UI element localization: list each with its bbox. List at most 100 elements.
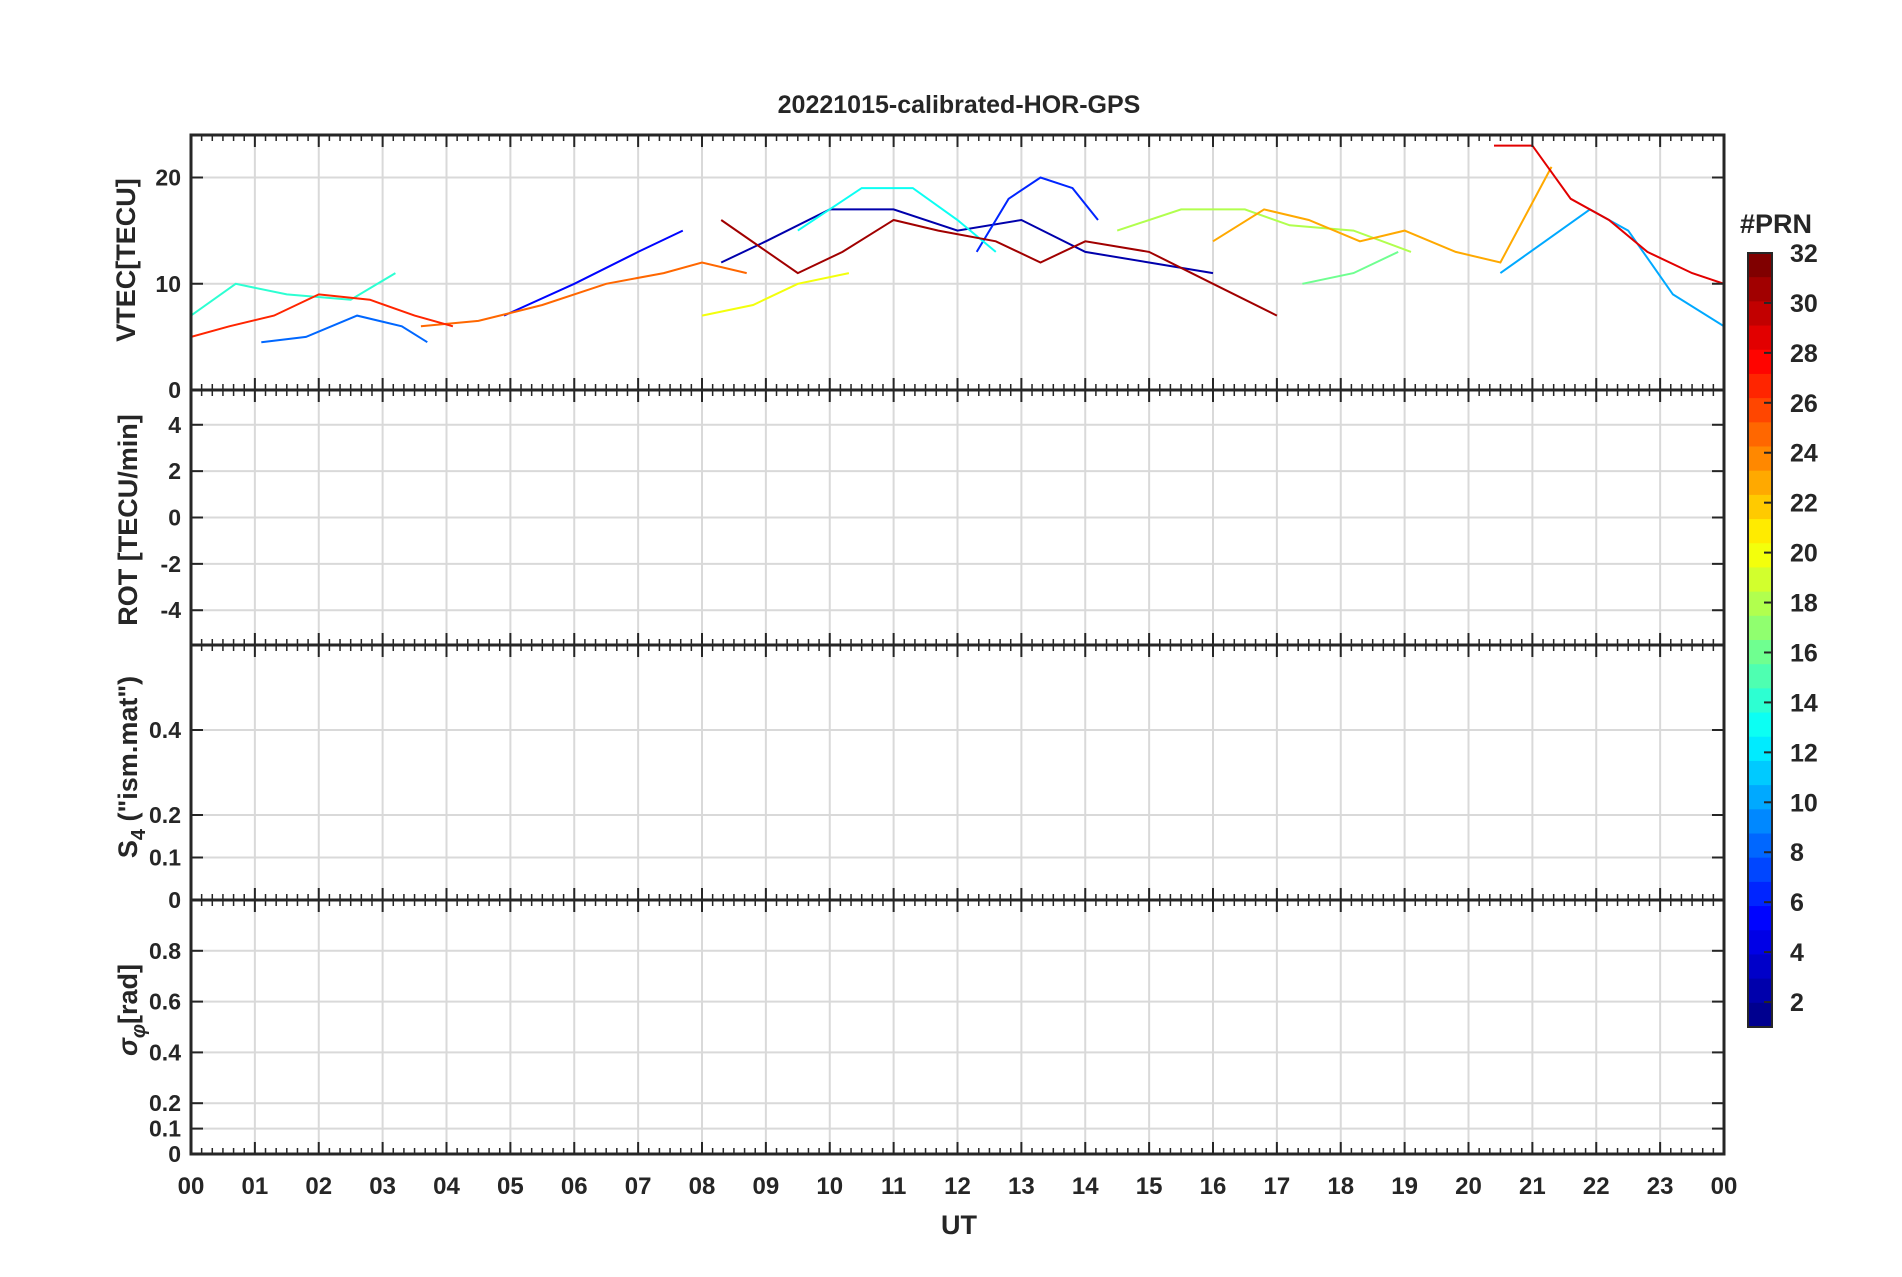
sigma-ylabel-rest: [rad] (113, 964, 143, 1024)
colorbar-segment (1748, 253, 1772, 278)
sigma-ylabel-sub: φ (128, 1024, 150, 1038)
vtec-ylabel: VTEC[TECU] (111, 178, 141, 342)
x-tick-label: 00 (178, 1173, 205, 1200)
series-line-prn-20 (701, 272, 850, 317)
colorbar-tick-label: 32 (1790, 240, 1818, 268)
colorbar-segment (1748, 785, 1772, 810)
s4-ylabel-sub: 4 (128, 828, 150, 840)
x-axis-label: UT (941, 1210, 977, 1240)
vtec-ytick-label: 0 (168, 377, 181, 403)
colorbar-segment (1748, 736, 1772, 762)
x-tick-label: 17 (1264, 1173, 1291, 1200)
rot-ylabel: ROT [TECU/min] (113, 414, 143, 625)
s4-ytick-label: 0.2 (149, 802, 181, 828)
sigma-ytick-label: 0.2 (149, 1090, 181, 1116)
series-line-prn-14 (191, 272, 396, 317)
sigma-ylabel-main: σ (113, 1037, 143, 1056)
x-tick-label: 02 (305, 1173, 332, 1200)
x-tick-label: 23 (1647, 1173, 1674, 1200)
x-tick-label: 09 (753, 1173, 780, 1200)
x-tick-label: 22 (1583, 1173, 1610, 1200)
colorbar-frame (1747, 252, 1773, 1028)
sigma-ytick-label: 0.8 (149, 938, 181, 964)
colorbar-segment (1748, 688, 1772, 714)
rot-ytick-label: -4 (161, 597, 182, 623)
sigma-ytick-label: 0.4 (149, 1039, 181, 1065)
colorbar-segment (1748, 906, 1772, 931)
colorbar-tick-label: 20 (1790, 540, 1818, 568)
colorbar-tick-label: 14 (1790, 689, 1818, 717)
series-line-prn-16 (1302, 250, 1399, 285)
s4-ylabel: S4 ("ism.mat") (113, 676, 150, 858)
colorbar-segment (1748, 664, 1772, 689)
colorbar-segment (1748, 833, 1772, 859)
x-tick-label: 07 (625, 1173, 652, 1200)
x-tick-label: 10 (816, 1173, 843, 1200)
x-tick-label: 16 (1200, 1173, 1227, 1200)
colorbar-segment (1748, 712, 1772, 738)
series-line-prn-23 (1212, 166, 1553, 264)
rot-ytick-label: 0 (168, 505, 181, 531)
colorbar-segment (1748, 519, 1772, 544)
series-line-prn-8 (261, 314, 428, 344)
s4-ytick-label: 0.4 (149, 717, 181, 743)
x-tick-label: 08 (689, 1173, 716, 1200)
series-line-prn-18 (1116, 208, 1412, 253)
x-tick-label: 14 (1072, 1173, 1099, 1200)
colorbar-tick-label: 30 (1790, 290, 1818, 318)
colorbar-tick-label: 18 (1790, 590, 1818, 618)
colorbar-segment (1748, 809, 1772, 835)
s4-ytick-label: 0.1 (149, 845, 181, 871)
colorbar-segment (1748, 760, 1772, 786)
x-tick-label: 00 (1711, 1173, 1738, 1200)
colorbar-tick-label: 26 (1790, 390, 1818, 418)
x-tick-label: 05 (497, 1173, 524, 1200)
rot-panel: -4 -2 0 2 4 (161, 388, 1726, 647)
colorbar-segment (1748, 930, 1772, 956)
x-tick-label: 04 (433, 1173, 460, 1200)
sigma-ytick-label: 0.1 (149, 1116, 181, 1142)
series-line-prn-13 (797, 187, 997, 253)
series-line-prn-27 (191, 293, 454, 338)
colorbar-segment (1748, 978, 1772, 1004)
x-tick-label: 15 (1136, 1173, 1163, 1200)
x-tick-label: 13 (1008, 1173, 1035, 1200)
colorbar-segment (1748, 1002, 1772, 1028)
x-tick-label: 11 (881, 1173, 906, 1200)
chart-title: 20221015-calibrated-HOR-GPS (778, 91, 1141, 119)
colorbar-label: #PRN (1740, 209, 1812, 239)
vtec-series-group (191, 144, 1724, 344)
x-tick-label: 18 (1327, 1173, 1354, 1200)
colorbar-tick-label: 6 (1790, 889, 1804, 917)
sigma-ytick-label: 0.6 (149, 989, 181, 1015)
colorbar-tick-label: 2 (1790, 989, 1804, 1017)
colorbar-segment (1748, 349, 1772, 375)
x-tick-label: 06 (561, 1173, 588, 1200)
vtec-ytick-label: 10 (155, 271, 181, 297)
colorbar-tick-label: 22 (1790, 490, 1818, 518)
colorbar-segment (1748, 301, 1772, 327)
rot-ytick-label: 4 (168, 412, 181, 438)
x-tick-label: 20 (1455, 1173, 1482, 1200)
sigma-ylabel: σφ[rad] (113, 964, 150, 1056)
colorbar-tick-label: 24 (1790, 440, 1818, 468)
x-tick-label: 19 (1391, 1173, 1418, 1200)
s4-ylabel-rest: ("ism.mat") (113, 676, 143, 829)
colorbar-segment (1748, 857, 1772, 883)
x-tick-label: 03 (369, 1173, 396, 1200)
series-line-prn-31 (720, 218, 1278, 317)
colorbar-segment (1748, 373, 1772, 399)
rot-ytick-label: 2 (168, 458, 181, 484)
colorbar-segment (1748, 591, 1772, 617)
colorbar-segment (1748, 954, 1772, 980)
colorbar-tick-label: 12 (1790, 739, 1818, 767)
sigma-ytick-label: 0 (168, 1141, 181, 1167)
colorbar-segment (1748, 422, 1772, 448)
series-line-prn-2 (720, 208, 1214, 275)
colorbar-segment (1748, 494, 1772, 520)
series-line-prn-6 (975, 176, 1099, 253)
s4-panel: 0 0.1 0.2 0.4 (149, 643, 1726, 913)
